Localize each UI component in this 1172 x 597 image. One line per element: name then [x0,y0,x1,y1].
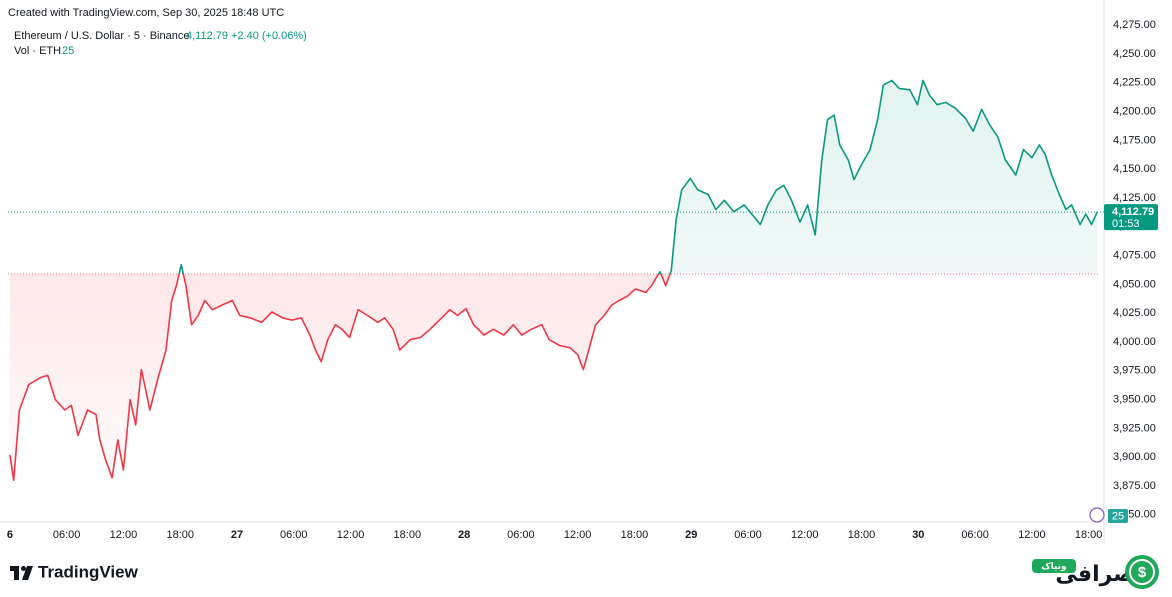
x-tick-label: 18:00 [621,529,649,541]
volume-label: Vol · ETH [14,45,61,57]
y-tick-label: 3,925.00 [1113,422,1156,434]
price-badge [1104,204,1158,231]
y-tick-label: 4,050.00 [1113,278,1156,290]
y-tick-label: 4,200.00 [1113,106,1156,118]
price-line [9,79,1098,481]
x-tick-label: 27 [231,529,243,541]
x-tick-label: 12:00 [337,529,365,541]
last-price: 4,112.79 [186,30,228,42]
x-tick-label: 18:00 [1075,529,1103,541]
x-tick-label: 06:00 [961,529,989,541]
x-tick-label: 06:00 [53,529,81,541]
watermark-badge: ونیاک [1041,562,1066,572]
price-badge-countdown: 01:53 [1112,218,1140,230]
price-area [9,80,1098,481]
x-tick-label: 06:00 [280,529,308,541]
y-tick-label: 4,025.00 [1113,307,1156,319]
price-change: +2.40 (+0.06%) [231,30,307,42]
x-tick-label: 06:00 [734,529,762,541]
x-tick-label: 18:00 [848,529,876,541]
y-tick-label: 3,875.00 [1113,480,1156,492]
y-tick-label: 4,000.00 [1113,336,1156,348]
watermark: ونیاک صرافی $ [1032,555,1159,589]
indicator-icon [1089,507,1105,523]
y-tick-label: 4,125.00 [1113,192,1156,204]
y-tick-label: 4,275.00 [1113,19,1156,31]
x-tick-label: 29 [685,529,697,541]
volume-badge-value: 25 [1112,510,1124,522]
x-tick-label: 30 [912,529,924,541]
y-tick-label: 3,900.00 [1113,451,1156,463]
x-tick-label: 28 [458,529,470,541]
volume-badge [1108,509,1128,523]
x-tick-label: 12:00 [791,529,819,541]
price-badge-value: 4,112.79 [1112,206,1154,218]
y-tick-label: 3,950.00 [1113,394,1156,406]
y-tick-label: 4,250.00 [1113,48,1156,60]
y-tick-label: 3,975.00 [1113,365,1156,377]
brand-logo: TradingView [10,562,139,581]
x-tick-label: 12:00 [110,529,138,541]
watermark-icon: $ [1138,564,1147,581]
x-tick-label: 18:00 [166,529,194,541]
x-tick-label: 12:00 [564,529,592,541]
x-tick-label: 12:00 [1018,529,1046,541]
y-tick-label: 4,175.00 [1113,134,1156,146]
x-tick-label: 06:00 [507,529,535,541]
brand-name: TradingView [38,562,139,581]
created-note: Created with TradingView.com, Sep 30, 20… [8,7,284,19]
plot-area [8,79,1104,481]
y-tick-label: 4,225.00 [1113,77,1156,89]
x-tick-label: 18:00 [394,529,422,541]
volume-value: 25 [62,45,74,57]
watermark-text: صرافی [1055,562,1134,587]
x-tick-label: 6 [7,529,13,541]
symbol: Ethereum / U.S. Dollar · 5 · Binance [14,30,189,42]
y-tick-label: 4,150.00 [1113,163,1156,175]
y-tick-label: 4,075.00 [1113,250,1156,262]
